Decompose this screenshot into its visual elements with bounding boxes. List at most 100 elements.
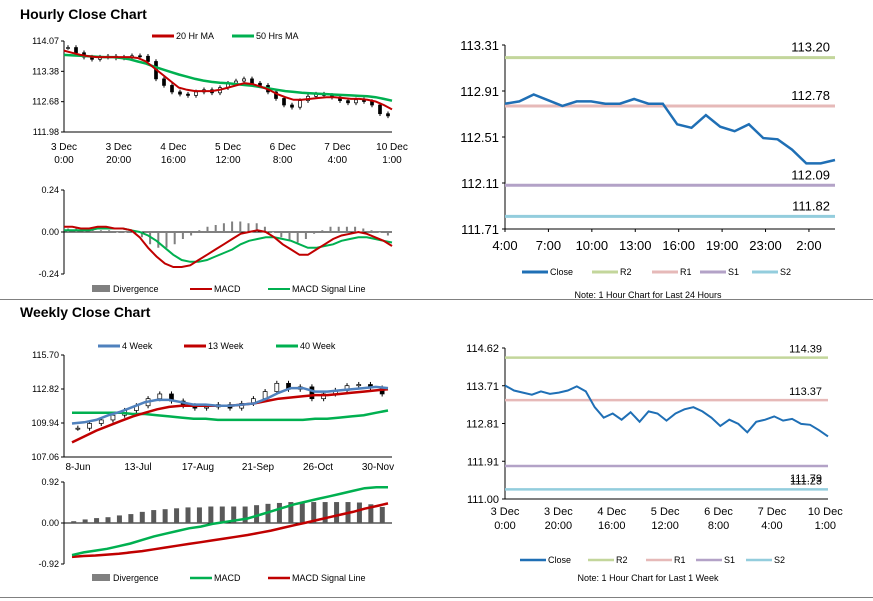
weekly-pivot-y-tick-label: 112.81 (466, 419, 499, 431)
hourly-price-y-tick-label: 114.07 (32, 36, 59, 46)
hourly-price-x-tick-label: 3 Dec (51, 142, 77, 153)
hourly-price-x-tick-label: 1:00 (382, 155, 402, 166)
hourly-pivot-y-tick-label: 112.51 (460, 130, 499, 145)
hourly-pivot-s1-label: 112.09 (791, 167, 830, 182)
hourly-candle (138, 55, 142, 58)
weekly-pivot-y-tick-label: 111.91 (467, 456, 499, 468)
hourly-price-y-tick-label: 112.68 (32, 97, 59, 107)
hourly-divergence-bar (255, 223, 258, 232)
weekly-pivot-legend-r2-label: R2 (616, 555, 628, 565)
weekly-pivot-x-tick-label: 12:00 (651, 520, 679, 532)
weekly-divergence-bar (82, 519, 88, 523)
hourly-candle (282, 98, 286, 106)
hourly-legend-ma50-label: 50 Hrs MA (256, 31, 299, 41)
hourly-divergence-bar (354, 226, 357, 232)
hourly-candle (354, 99, 358, 104)
weekly-pivot-r2-label: 114.39 (789, 344, 822, 356)
weekly-pivot-x-tick-label: 0:00 (494, 520, 515, 532)
weekly-legend-ma40-label: 40 Week (300, 341, 336, 351)
weekly-price-x-tick-label: 17-Aug (182, 462, 214, 473)
weekly-pivot-s2-label: 111.23 (790, 475, 822, 487)
hourly-pivot-close-line (504, 93, 836, 165)
weekly-section-title: Weekly Close Chart (20, 304, 151, 320)
weekly-divergence-bar (162, 509, 168, 523)
weekly-divergence-bar (196, 507, 202, 523)
weekly-pivot-x-tick-label: 5 Dec (651, 506, 680, 518)
weekly-divergence-bar (185, 507, 191, 523)
hourly-pivot-s2-label: 111.82 (792, 198, 830, 213)
hourly-macd-y-tick-label: 0.24 (41, 185, 59, 195)
weekly-divergence-bar (334, 502, 340, 523)
hourly-pivot-x-tick-label: 13:00 (619, 238, 652, 253)
hourly-price-x-tick-label: 8:00 (273, 155, 293, 166)
hourly-pivot-r1-label: 112.78 (791, 88, 830, 103)
hourly-pivot-y-tick-label: 113.31 (460, 38, 499, 53)
weekly-divergence-bar (254, 505, 260, 523)
hourly-candle (178, 91, 182, 95)
hourly-divergence-bar (370, 230, 373, 232)
weekly-pivot-x-tick-label: 10 Dec (808, 506, 843, 518)
hourly-divergence-bar (272, 232, 275, 233)
hourly-macd-y-tick-label: -0.24 (38, 269, 59, 279)
weekly-pivot-x-tick-label: 3 Dec (544, 506, 573, 518)
hourly-divergence-bar (321, 230, 324, 232)
hourly-pivot-x-tick-label: 16:00 (662, 238, 695, 253)
hourly-pivot-x-tick-label: 19:00 (706, 238, 739, 253)
weekly-legend-divergence-swatch (92, 574, 110, 581)
hourly-price-x-tick-label: 6 Dec (270, 142, 296, 153)
weekly-pivot-y-tick-label: 113.71 (466, 381, 499, 393)
hourly-divergence-bar (378, 232, 381, 233)
weekly-divergence-bar (105, 517, 111, 523)
weekly-divergence-bar (128, 514, 134, 523)
hourly-divergence-bar (108, 230, 111, 232)
hourly-pivot-note: Note: 1 Hour Chart for Last 24 Hours (574, 290, 722, 300)
weekly-pivot-x-tick-label: 20:00 (545, 520, 573, 532)
weekly-divergence-bar (116, 515, 122, 523)
hourly-price-x-tick-label: 16:00 (161, 155, 186, 166)
weekly-price-x-tick-label: 8-Jun (65, 462, 90, 473)
hourly-candle (194, 91, 198, 96)
hourly-candle (250, 78, 254, 84)
hourly-macd-y-tick-label: 0.00 (41, 227, 59, 237)
weekly-pivot-note: Note: 1 Hour Chart for Last 1 Week (578, 573, 719, 583)
hourly-divergence-bar (222, 223, 225, 232)
weekly-divergence-bar (151, 510, 157, 523)
weekly-candle (157, 393, 163, 400)
weekly-pivot-s1-label: 111.79 (790, 473, 822, 485)
hourly-candle (146, 55, 150, 62)
hourly-legend-macd-label: MACD (214, 284, 241, 294)
weekly-ma4-line (71, 385, 389, 425)
hourly-price-x-tick-label: 5 Dec (215, 142, 241, 153)
hourly-price-x-tick-label: 20:00 (106, 155, 131, 166)
hourly-candle (290, 104, 294, 108)
weekly-price-y-tick-label: 115.70 (32, 350, 59, 360)
hourly-pivot-r2-label: 113.20 (791, 40, 830, 55)
weekly-pivot-y-tick-label: 114.62 (466, 343, 499, 355)
weekly-divergence-bar (276, 502, 282, 523)
weekly-pivot-x-tick-label: 4 Dec (597, 506, 626, 518)
weekly-macd-y-tick-label: 0.00 (41, 518, 59, 528)
hourly-pivot-legend-s1-label: S1 (728, 267, 739, 277)
hourly-pivot-x-tick-label: 23:00 (749, 238, 782, 253)
hourly-candle (346, 100, 350, 104)
hourly-candle (370, 101, 374, 106)
weekly-pivot-x-tick-label: 8:00 (708, 520, 729, 532)
hourly-pivot-y-tick-label: 111.71 (461, 222, 499, 237)
weekly-ma40-line (72, 409, 389, 422)
hourly-divergence-bar (99, 230, 102, 232)
hourly-candle (170, 85, 174, 93)
hourly-price-x-tick-label: 3 Dec (106, 142, 132, 153)
hourly-divergence-bar (239, 221, 242, 232)
hourly-divergence-bar (288, 232, 291, 241)
hourly-legend-ma20-label: 20 Hr MA (176, 31, 214, 41)
hourly-divergence-bar (304, 232, 307, 239)
hourly-price-x-tick-label: 7 Dec (324, 142, 350, 153)
hourly-divergence-bar (190, 232, 193, 236)
hourly-candle (66, 47, 70, 49)
hourly-signal-line (64, 227, 393, 263)
hourly-divergence-bar (116, 232, 119, 233)
hourly-divergence-bar (329, 226, 332, 232)
weekly-divergence-bar (71, 521, 77, 523)
hourly-divergence-bar (149, 232, 152, 245)
hourly-price-x-tick-label: 12:00 (215, 155, 240, 166)
